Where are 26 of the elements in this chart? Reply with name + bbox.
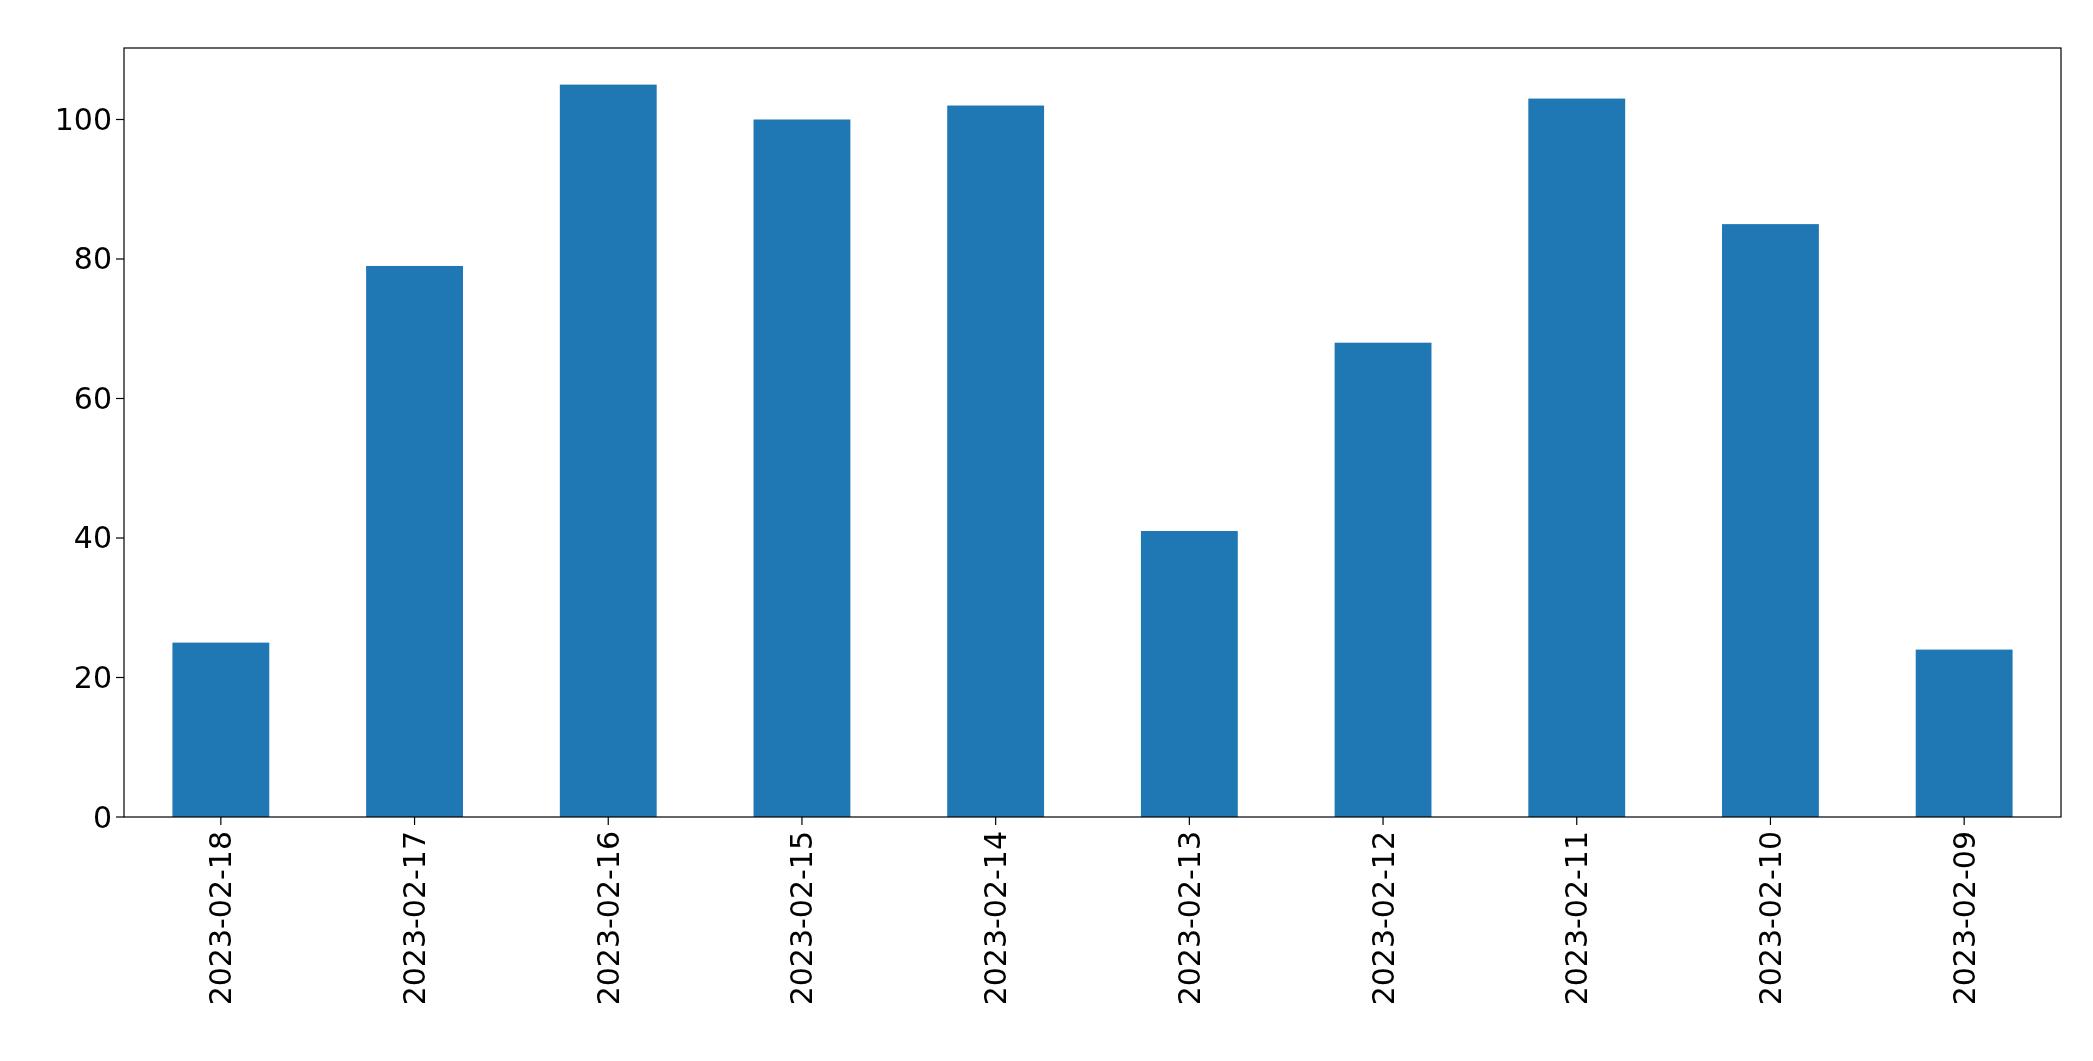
x-tick-label: 2023-02-16 (590, 831, 626, 1006)
bar (366, 265, 463, 817)
y-tick-label: 20 (73, 660, 112, 695)
y-tick-label: 60 (73, 381, 112, 416)
x-tick-label: 2023-02-18 (203, 831, 239, 1006)
bar (947, 105, 1045, 817)
y-tick-label: 0 (92, 799, 112, 835)
bar (1528, 98, 1626, 817)
x-tick-label: 2023-02-09 (1946, 831, 1982, 1006)
bar (753, 119, 851, 817)
bar (1334, 342, 1432, 817)
y-tick-label: 40 (73, 520, 112, 556)
x-tick-label: 2023-02-14 (978, 831, 1014, 1006)
bar (1140, 531, 1238, 817)
bar (1722, 224, 1819, 817)
x-tick-label: 2023-02-10 (1752, 831, 1788, 1006)
x-tick-label: 2023-02-11 (1559, 831, 1595, 1006)
y-tick-label: 80 (73, 241, 112, 277)
y-tick-label: 100 (54, 101, 112, 137)
bar (559, 84, 657, 817)
x-tick-label: 2023-02-12 (1365, 831, 1401, 1006)
x-tick-label: 2023-02-13 (1171, 831, 1207, 1006)
x-tick-label: 2023-02-17 (397, 831, 433, 1006)
bar (172, 642, 270, 817)
bar (1915, 649, 2013, 817)
x-tick-label: 2023-02-15 (784, 831, 820, 1006)
